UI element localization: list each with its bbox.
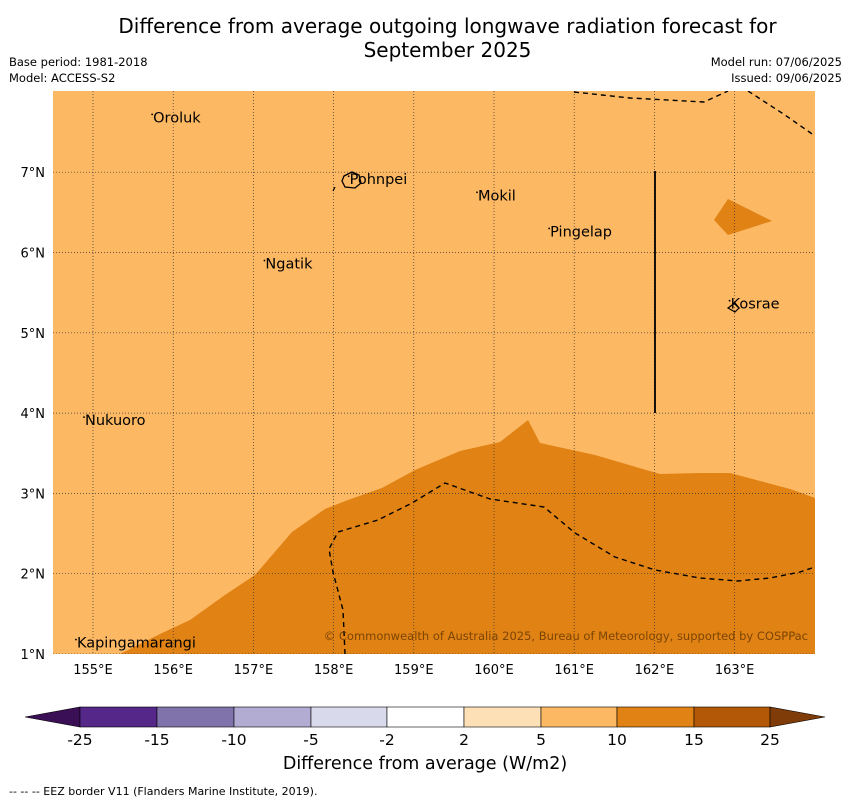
lon-tick-label: 158°E [314, 663, 354, 678]
colorbar-tick-label: 15 [684, 731, 704, 749]
colorbar-segment [693, 706, 771, 728]
colorbar-tick-label: 5 [536, 731, 546, 749]
kosrae-outline [726, 302, 740, 313]
place-marker [347, 175, 350, 178]
lat-tick-label: 4°N [21, 407, 46, 422]
colorbar-extend-high [769, 706, 826, 728]
colorbar-title: Difference from average (W/m2) [282, 754, 568, 774]
lat-tick-label: 5°N [21, 327, 46, 342]
place-label: Kosrae [731, 297, 780, 313]
lon-tick-label: 157°E [234, 663, 274, 678]
lon-tick-label: 163°E [715, 663, 755, 678]
colorbar-segment [233, 706, 312, 728]
lon-tick-label: 160°E [474, 663, 514, 678]
axis-labels: 155°E 156°E 157°E 158°E 159°E 160°E 161°E 162°E… [21, 166, 755, 678]
place-label: Nukuoro [85, 413, 146, 429]
title-line-1: Difference from average outgoing longwav… [118, 14, 777, 38]
copyright-text: © Commonwealth of Australia 2025, Bureau… [324, 629, 808, 643]
place-marker [75, 638, 77, 641]
model-run: Model run: 07/06/2025 [710, 55, 842, 69]
eez-border [328, 91, 815, 654]
colorbar-segment [540, 706, 618, 728]
lat-tick-label: 7°N [21, 166, 46, 181]
colorbar-segment [310, 706, 388, 728]
footnote: -- -- -- EEZ border V11 (Flanders Marine… [9, 785, 318, 798]
base-period: Base period: 1981-2018 [9, 55, 148, 69]
ant-atoll-mark [332, 186, 336, 192]
lat-tick-label: 1°N [21, 648, 46, 663]
title-line-2: September 2025 [363, 38, 532, 62]
place-label: Pingelap [550, 224, 612, 240]
colorbar-segment [79, 706, 158, 728]
place-label: Oroluk [153, 110, 201, 126]
place-label: Kapingamarangi [77, 636, 196, 652]
place-labels: Oroluk Pohnpei Mokil Pingelap Ngatik Kosrae Nu… [75, 110, 780, 652]
colorbar-tick-label: 2 [459, 731, 469, 749]
place-label: Mokil [478, 188, 516, 204]
issued-date: Issued: 09/06/2025 [731, 71, 842, 85]
model-name: Model: ACCESS-S2 [9, 71, 116, 85]
colorbar-tick-label: -2 [379, 731, 394, 749]
lon-tick-label: 155°E [73, 663, 113, 678]
anomaly-patch [714, 199, 772, 235]
place-label: Pohnpei [350, 172, 408, 188]
lon-tick-label: 156°E [153, 663, 193, 678]
graticule [53, 91, 815, 654]
place-marker [151, 113, 154, 116]
lon-tick-label: 162°E [635, 663, 675, 678]
place-marker [476, 191, 478, 194]
meta-left: Base period: 1981-2018 Model: ACCESS-S2 [9, 54, 148, 86]
colorbar-tick-label: -15 [144, 731, 169, 749]
pohnpei-outline [341, 171, 362, 189]
colorbar-tick-label: 25 [760, 731, 780, 749]
lat-tick-label: 6°N [21, 247, 46, 262]
lat-tick-label: 3°N [21, 487, 46, 502]
colorbar-tick-label: -25 [67, 731, 92, 749]
lat-tick-label: 2°N [21, 568, 46, 583]
colorbar-extend-low [24, 706, 81, 728]
place-marker [263, 259, 266, 262]
lon-tick-label: 159°E [394, 663, 434, 678]
colorbar-segment [156, 706, 235, 728]
place-marker [728, 299, 731, 302]
colorbar-segment [463, 706, 542, 728]
colorbar-segment [386, 706, 465, 728]
anomaly-10-15-region [120, 420, 815, 654]
map-title: Difference from average outgoing longwav… [0, 14, 850, 62]
place-marker [83, 416, 85, 419]
place-label: Ngatik [265, 257, 313, 273]
colorbar-tick-label: -10 [221, 731, 246, 749]
map-area: Oroluk Pohnpei Mokil Pingelap Ngatik Kosrae Nu… [53, 91, 815, 654]
meta-right: Model run: 07/06/2025 Issued: 09/06/2025 [711, 54, 842, 86]
colorbar: -25 -15 -10 -5 -2 2 5 10 15 25 [24, 706, 826, 749]
place-marker [548, 227, 551, 230]
colorbar-tick-label: -5 [303, 731, 318, 749]
colorbar-segment [616, 706, 695, 728]
colorbar-tick-label: 10 [607, 731, 627, 749]
lon-tick-label: 161°E [554, 663, 594, 678]
